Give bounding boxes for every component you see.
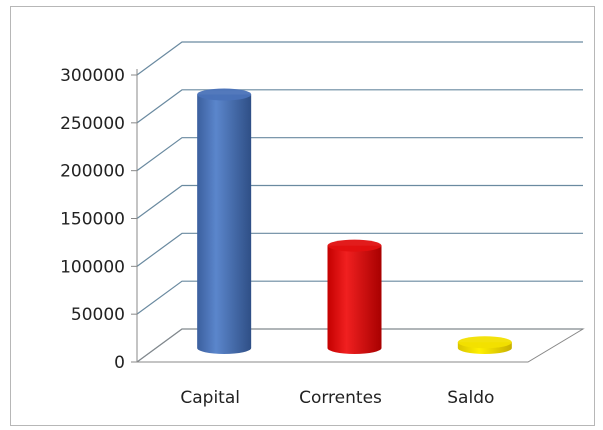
axes <box>131 69 585 363</box>
gridline <box>136 184 583 219</box>
y-tick-label: 50000 <box>71 305 125 325</box>
gridline <box>136 41 583 76</box>
bars <box>197 88 512 354</box>
x-tick-label: Correntes <box>299 388 382 408</box>
x-tick-label: Capital <box>180 388 240 408</box>
gridline <box>136 280 583 315</box>
bar-correntes-top <box>327 239 382 252</box>
gridline <box>136 232 583 267</box>
y-tick-label: 200000 <box>60 162 125 182</box>
chart-frame <box>10 6 595 426</box>
y-tick-label: 0 <box>114 353 125 373</box>
x-tick-label: Saldo <box>447 388 494 408</box>
bar-capital-top <box>197 88 252 101</box>
gridline <box>136 89 583 124</box>
y-tick-label: 100000 <box>60 257 125 277</box>
bar-correntes <box>327 245 382 354</box>
bar-saldo-top <box>457 336 512 349</box>
y-tick-label: 150000 <box>60 210 125 230</box>
gridline <box>136 137 583 172</box>
y-tick-label: 300000 <box>60 66 125 86</box>
bar-capital <box>197 94 252 354</box>
y-tick-label: 250000 <box>60 114 125 134</box>
labels: 0 50000 100000 150000 200000 250000 300000 Capi… <box>60 66 494 408</box>
